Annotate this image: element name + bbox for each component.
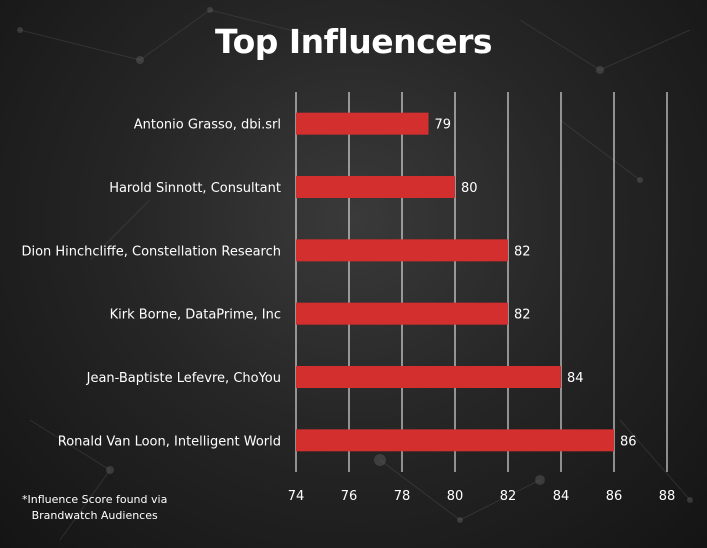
x-tick-label: 74 (288, 489, 305, 504)
x-tick-label: 84 (553, 489, 570, 504)
category-label: Jean-Baptiste Lefevre, ChoYou (86, 371, 281, 386)
data-label: 80 (461, 181, 478, 196)
data-label: 82 (514, 308, 531, 323)
bars (296, 112, 614, 452)
category-labels: Antonio Grasso, dbi.srl Harold Sinnott, C… (21, 118, 281, 450)
bar (296, 366, 561, 388)
bar (296, 239, 508, 262)
data-label: 86 (620, 434, 637, 449)
data-label: 82 (514, 244, 531, 259)
bar (296, 302, 508, 325)
x-tick-label: 78 (394, 489, 411, 504)
data-label: 79 (435, 118, 452, 133)
x-axis-tick-labels: 74 76 78 80 82 84 86 88 (288, 489, 676, 504)
category-label: Antonio Grasso, dbi.srl (134, 118, 281, 133)
footnote: *Influence Score found via Brandwatch Au… (22, 493, 168, 522)
bar (296, 429, 614, 452)
category-label: Harold Sinnott, Consultant (109, 181, 281, 196)
category-label: Dion Hinchcliffe, Constellation Research (21, 244, 281, 259)
category-label: Ronald Van Loon, Intelligent World (58, 434, 281, 449)
bar (296, 112, 429, 135)
x-tick-label: 88 (659, 489, 676, 504)
grid-lines (295, 92, 668, 472)
chart-title: Top Influencers (214, 22, 493, 61)
category-label: Kirk Borne, DataPrime, Inc (110, 308, 281, 323)
bar (296, 176, 455, 198)
x-tick-label: 76 (341, 489, 358, 504)
data-labels: 79 80 82 82 84 86 (435, 118, 637, 450)
x-tick-label: 86 (606, 489, 623, 504)
x-tick-label: 82 (500, 489, 517, 504)
x-tick-label: 80 (447, 489, 464, 504)
data-label: 84 (567, 371, 584, 386)
